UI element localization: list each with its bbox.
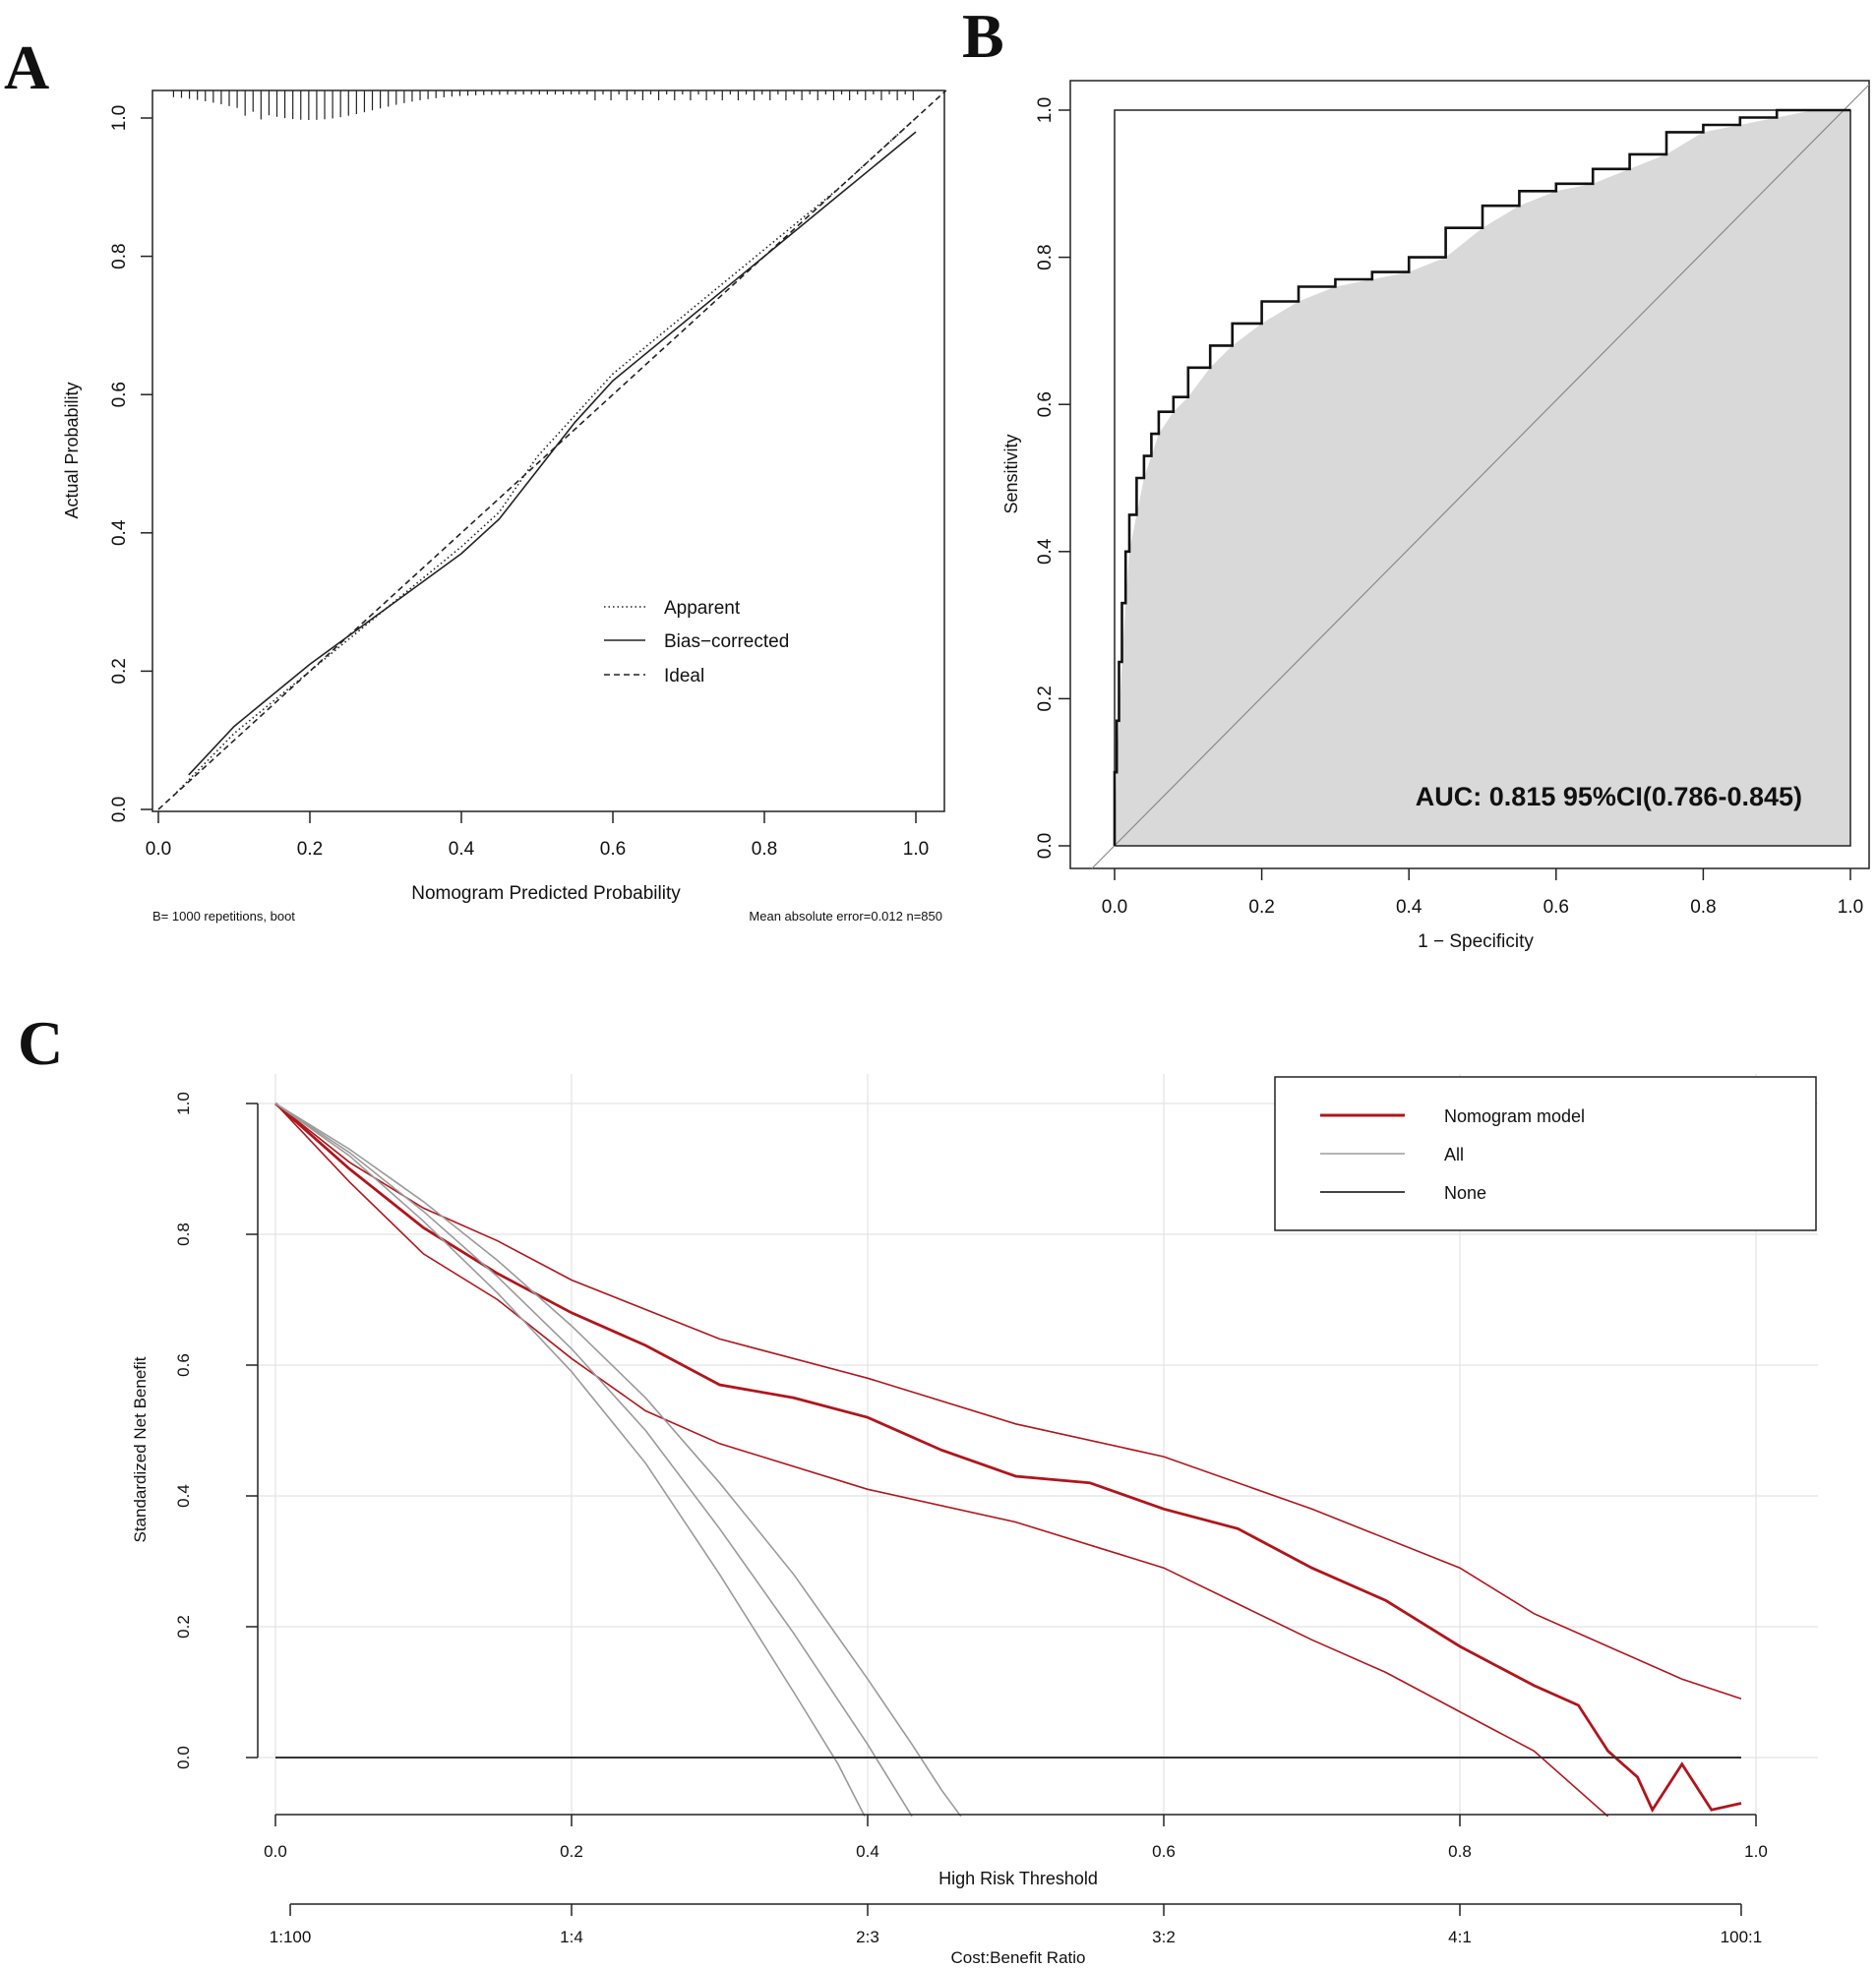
panel-c-line-all-mid [274, 1103, 913, 1818]
panel-a-y-tick-label: 0.6 [109, 382, 130, 407]
panel-c-line-nomogram-upper-ci [274, 1103, 1742, 1700]
panel-c-y-axis-label: Standardized Net Benefit [131, 1356, 150, 1542]
panel-b-x-tick-label: 1.0 [1838, 897, 1863, 918]
panel-b-y-tick-label: 0.2 [1035, 686, 1056, 711]
panel-c-legend: Nomogram model All None [1274, 1076, 1817, 1231]
panel-a-x-tick-label: 0.8 [752, 839, 777, 860]
panel-a-line-solid [188, 131, 917, 776]
panel-letter-a: A [4, 32, 49, 102]
legend-none-label: None [1444, 1183, 1486, 1203]
legend-nomogram-label: Nomogram model [1444, 1106, 1585, 1126]
panel-b-roc-curve: 0.0 0.2 0.4 0.6 0.8 1.0 0.0 0.2 0.4 0.6 0.8 1.0 AUC… [1001, 80, 1870, 952]
panel-b-y-tick-label: 1.0 [1035, 97, 1056, 123]
panel-b-outer-frame [1069, 80, 1870, 869]
panel-c-x-tick-label: 1.0 [1744, 1842, 1768, 1861]
legend-all-label: All [1444, 1145, 1464, 1164]
panel-a-footnote-right: Mean absolute error=0.012 n=850 [749, 909, 942, 924]
panel-b-y-tick-label: 0.8 [1035, 244, 1056, 269]
panel-c-y-tick-label: 0.2 [174, 1615, 193, 1639]
panel-a-x-tick-label: 0.0 [146, 839, 171, 860]
panel-a-y-tick-label: 0.2 [109, 658, 130, 684]
panel-a-y-tick-label: 1.0 [109, 105, 130, 131]
panel-b-x-tick-label: 0.2 [1248, 897, 1274, 918]
panel-c-x2-tick-label: 1:100 [270, 1928, 312, 1946]
legend-bias-corrected-label: Bias−corrected [664, 631, 789, 652]
panel-a-rug [172, 90, 914, 120]
panel-b-auc-annotation: AUC: 0.815 95%CI(0.786-0.845) [1416, 782, 1802, 811]
panel-b-y-tick-label: 0.4 [1035, 538, 1056, 565]
panel-a-x-tick-label: 1.0 [903, 839, 929, 860]
panel-c-x-tick-label: 0.2 [560, 1842, 583, 1861]
panel-c-y-tick-label: 1.0 [174, 1092, 193, 1115]
panel-a-y-axis-label: Actual Probability [62, 382, 82, 518]
panel-b-axes: 0.0 0.2 0.4 0.6 0.8 1.0 0.0 0.2 0.4 0.6 0.8 1.0 [1035, 97, 1863, 918]
panel-letter-b: B [962, 1, 1004, 71]
panel-c-x2-tick-label: 3:2 [1152, 1928, 1176, 1946]
panel-b-y-tick-label: 0.6 [1035, 391, 1056, 417]
panel-c-x2-tick-label: 1:4 [560, 1928, 583, 1946]
legend-ideal-label: Ideal [664, 666, 704, 686]
panel-a-footnote-left: B= 1000 repetitions, boot [152, 909, 295, 924]
panel-c-axes: 0.0 0.2 0.4 0.6 0.8 1.0 0.0 0.2 0.4 0.6 0.8 1.0 1:10… [174, 1092, 1768, 1946]
panel-b-x-tick-label: 0.0 [1102, 897, 1127, 918]
panel-a-y-tick-label: 0.8 [109, 243, 130, 268]
panel-a-frame [151, 89, 945, 812]
panel-c-x2-axis-label: Cost:Benefit Ratio [950, 1948, 1085, 1967]
panel-b-plot-frame [1114, 109, 1851, 847]
panel-b-reference-line [1091, 84, 1870, 869]
panel-c-decision-curve: 0.0 0.2 0.4 0.6 0.8 1.0 0.0 0.2 0.4 0.6 0.8 1.0 1:10… [131, 1074, 1818, 1967]
panel-b-plot [1091, 84, 1870, 869]
panel-a-axes: 0.0 0.2 0.4 0.6 0.8 1.0 0.0 0.2 0.4 0.6 0.8 1.0 [109, 105, 929, 860]
panel-b-y-axis-label: Sensitivity [1001, 434, 1021, 513]
panel-b-y-tick-label: 0.0 [1035, 833, 1056, 859]
panel-b-x-tick-label: 0.8 [1690, 897, 1716, 918]
panel-b-roc-line [1113, 108, 1850, 846]
panel-letter-c: C [18, 1008, 63, 1078]
legend-apparent-label: Apparent [664, 598, 741, 619]
panel-c-line-nomogram-lower-ci [274, 1103, 1609, 1818]
panel-a-y-tick-label: 0.4 [109, 519, 130, 546]
panel-a-legend: Apparent Bias−corrected Ideal [604, 598, 789, 686]
panel-c-x2-tick-label: 2:3 [856, 1928, 879, 1946]
panel-a-x-tick-label: 0.6 [600, 839, 626, 860]
panel-b-x-tick-label: 0.4 [1396, 897, 1422, 918]
panel-c-series [274, 1102, 1742, 1818]
panel-c-x-axis-label: High Risk Threshold [938, 1869, 1098, 1888]
panel-c-y-tick-label: 0.0 [174, 1746, 193, 1769]
panel-a-series [157, 89, 947, 810]
panel-b-x-tick-label: 0.6 [1543, 897, 1569, 918]
panel-c-y-tick-label: 0.4 [174, 1484, 193, 1508]
panel-c-y-tick-label: 0.6 [174, 1353, 193, 1377]
panel-c-x-tick-label: 0.4 [856, 1842, 879, 1861]
panel-c-x-tick-label: 0.6 [1152, 1842, 1176, 1861]
panel-c-x2-tick-label: 4:1 [1448, 1928, 1472, 1946]
panel-a-line-dashed [157, 89, 947, 810]
panel-b-x-axis-label: 1 − Specificity [1418, 931, 1534, 952]
panel-a-calibration-plot: 0.0 0.2 0.4 0.6 0.8 1.0 0.0 0.2 0.4 0.6 0.8 1.0 App… [62, 89, 947, 924]
panel-c-x2-tick-label: 100:1 [1721, 1928, 1763, 1946]
panel-a-x-tick-label: 0.2 [297, 839, 323, 860]
panel-b-auc-area [1115, 110, 1850, 846]
panel-a-y-tick-label: 0.0 [109, 797, 130, 822]
panel-a-x-tick-label: 0.4 [449, 839, 475, 860]
panel-a-x-axis-label: Nomogram Predicted Probability [411, 883, 681, 904]
panel-c-line-all [274, 1103, 962, 1818]
panel-c-x-tick-label: 0.0 [264, 1842, 287, 1861]
panel-c-x-tick-label: 0.8 [1448, 1842, 1472, 1861]
panel-c-y-tick-label: 0.8 [174, 1223, 193, 1246]
panel-c-line-all-lower [274, 1103, 866, 1818]
panel-c-line-nomogram-model [274, 1102, 1742, 1814]
